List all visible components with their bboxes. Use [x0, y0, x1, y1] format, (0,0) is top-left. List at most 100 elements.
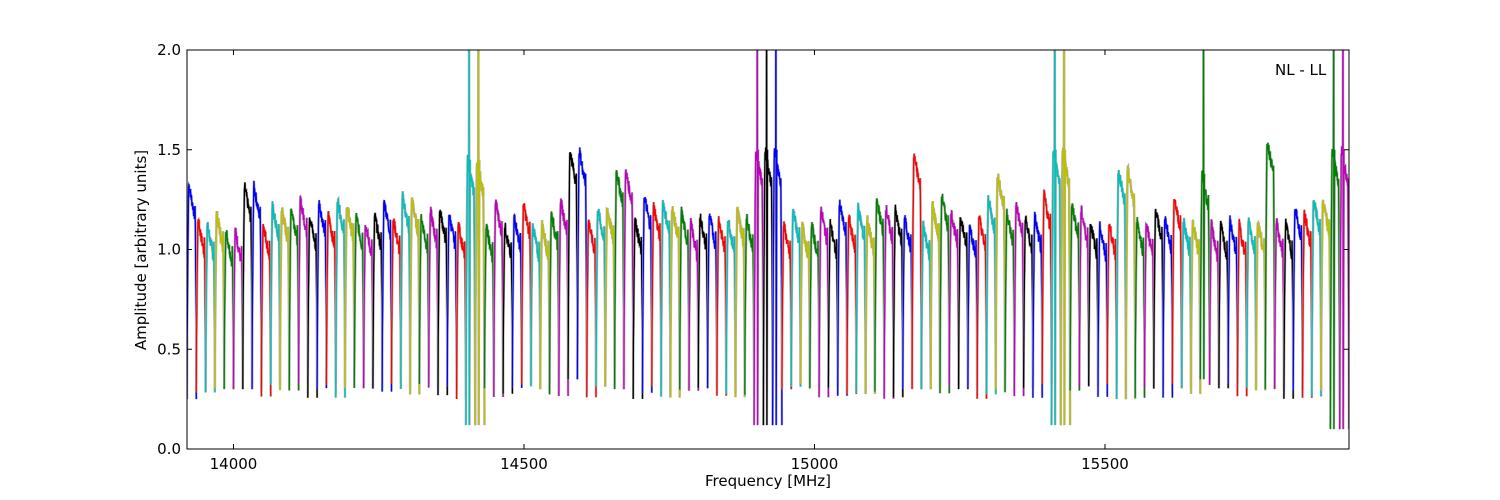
channel-line	[418, 214, 430, 385]
channel-line	[967, 224, 978, 388]
channel-line	[195, 218, 207, 393]
channel-line	[409, 197, 421, 395]
channel-line	[1125, 164, 1136, 400]
channel-line	[1078, 205, 1090, 387]
channel-line	[837, 199, 848, 396]
channel-line	[242, 182, 253, 390]
channel-line	[1022, 215, 1034, 388]
channel-line	[270, 201, 281, 386]
channel-line	[446, 214, 458, 387]
x-tick-label: 14500	[500, 455, 548, 473]
channel-line	[511, 213, 523, 388]
channel-line	[204, 222, 216, 393]
channel-line	[437, 209, 448, 396]
annotation-label: NL - LL	[1275, 61, 1327, 79]
channel-line	[1143, 222, 1155, 388]
channel-line	[400, 191, 411, 390]
channel-line	[892, 204, 904, 398]
channel-line	[846, 214, 857, 394]
channel-line	[613, 170, 625, 390]
channel-line	[372, 212, 383, 389]
channel-line	[1236, 218, 1248, 397]
channel-line	[976, 215, 988, 399]
channel-line	[1329, 50, 1341, 430]
channel-line	[567, 151, 579, 380]
channel-line	[1283, 218, 1294, 399]
channel-line	[381, 199, 393, 392]
channel-line	[771, 50, 783, 426]
channel-line	[474, 50, 486, 426]
channel-line	[530, 223, 541, 387]
channel-line	[316, 200, 328, 389]
channel-line	[809, 222, 820, 389]
channel-line	[548, 211, 560, 395]
channel-line	[874, 198, 885, 392]
channel-line	[586, 219, 597, 398]
channel-line	[1162, 216, 1174, 398]
channel-line	[502, 222, 514, 394]
channel-line	[827, 218, 839, 388]
channel-line	[1013, 202, 1025, 397]
channel-line	[1106, 223, 1118, 385]
channel-line	[288, 208, 300, 391]
channel-line	[260, 223, 272, 397]
axes: 14000 14500 15000 15500 0.0 0.5 1.0 1.5 2.0	[157, 41, 1350, 473]
y-tick-label: 0.5	[157, 340, 181, 358]
channel-line	[911, 153, 923, 390]
channel-line	[1050, 50, 1062, 426]
channel-line	[697, 213, 709, 388]
channel-line	[995, 173, 1006, 390]
channel-line	[1134, 217, 1146, 398]
channel-line	[864, 215, 876, 394]
channel-line	[1041, 189, 1053, 384]
channel-line	[669, 206, 681, 398]
channel-line	[790, 208, 802, 387]
channel-line	[1069, 203, 1081, 391]
channel-line	[660, 199, 672, 397]
channel-line	[1246, 217, 1257, 388]
channel-line	[428, 206, 439, 388]
channel-line	[493, 199, 504, 398]
channel-line	[985, 195, 997, 395]
channel-line	[1171, 198, 1183, 384]
channel-line	[576, 147, 588, 380]
channel-line	[297, 195, 309, 384]
channel-line	[1320, 199, 1332, 391]
channel-line	[1255, 221, 1266, 391]
channel-line	[1292, 208, 1304, 391]
channel-line	[521, 203, 532, 385]
channel-line	[781, 221, 792, 390]
channel-line	[1190, 219, 1201, 394]
channel-line	[1339, 50, 1349, 430]
channel-line	[679, 206, 690, 390]
x-tick-label: 14000	[210, 455, 258, 473]
channel-line	[187, 182, 197, 400]
channel-line	[279, 207, 290, 391]
channel-line	[223, 230, 235, 390]
channel-line	[1273, 218, 1285, 389]
channel-line	[716, 216, 727, 396]
channel-line	[883, 205, 895, 399]
channel-line	[1032, 211, 1043, 398]
channel-line	[744, 213, 755, 395]
channel-line	[1227, 215, 1239, 384]
channel-line	[353, 212, 365, 388]
channel-line	[1208, 219, 1220, 385]
channel-line	[251, 180, 263, 390]
channel-line	[855, 202, 867, 393]
channel-line	[762, 50, 774, 426]
channel-line	[1153, 208, 1164, 389]
channel-line	[948, 210, 960, 386]
channel-line	[362, 224, 374, 389]
channel-line	[1004, 208, 1015, 393]
channel-line	[725, 219, 737, 395]
x-tick-label: 15000	[791, 455, 839, 473]
channel-line	[390, 218, 402, 385]
y-tick-label: 0.0	[157, 440, 181, 458]
channel-line	[939, 193, 950, 394]
channel-line	[641, 196, 653, 393]
channel-line	[325, 210, 337, 385]
channel-line	[920, 220, 932, 390]
channel-line	[455, 222, 467, 400]
channel-line	[930, 201, 941, 390]
